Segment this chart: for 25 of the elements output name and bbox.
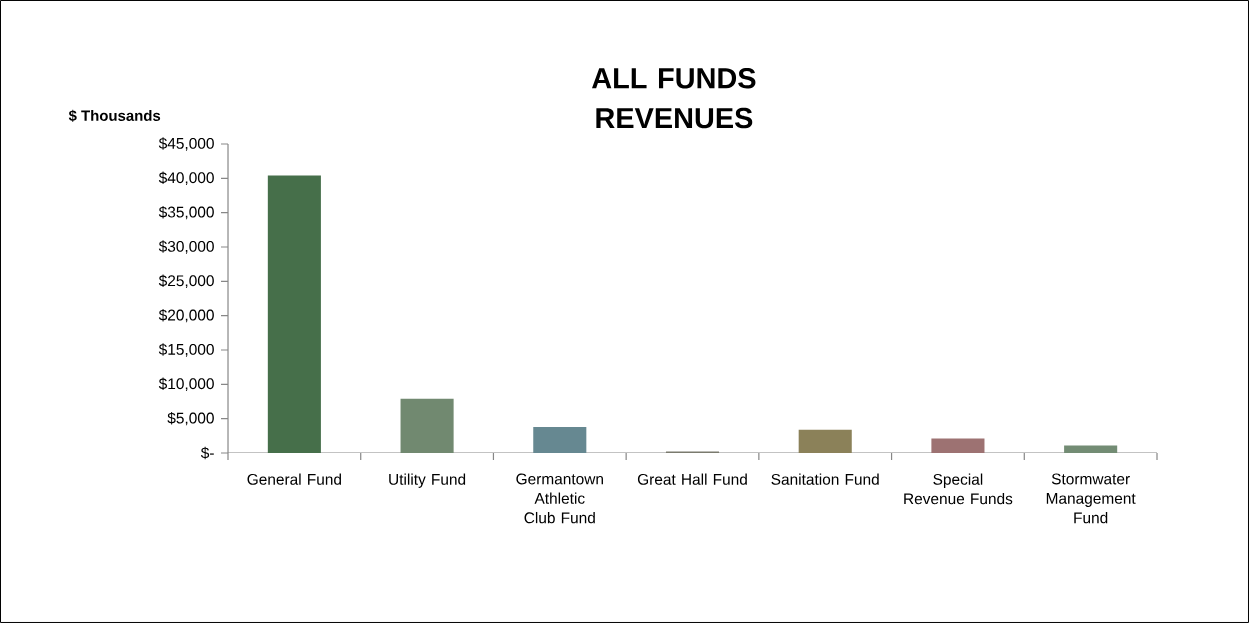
y-tick-label: $5,000 [167,411,214,426]
y-tick-label: $- [200,446,214,460]
y-tick-label: $40,000 [158,171,214,186]
y-axis-title: $ Thousands [68,109,161,122]
x-tick-label: Utility Fund [389,473,466,488]
y-tick-label: $45,000 [158,137,214,151]
y-tick-label: $30,000 [158,240,214,254]
bar [533,426,587,453]
y-tick-label: $20,000 [158,308,214,323]
y-tick-label: $35,000 [158,205,214,220]
bar [1064,445,1118,453]
y-tick-label: $10,000 [158,377,214,392]
bar [931,438,985,453]
y-tick-label: $15,000 [158,343,214,357]
x-tick-label: Stormwater Management Fund [1046,473,1136,524]
bar [798,429,852,453]
x-tick-label: General Fund [247,473,341,485]
y-tick-label: $25,000 [158,274,214,289]
x-tick-label: Great Hall Fund [637,473,747,485]
x-tick-label: Sanitation Fund [771,473,879,485]
bar [400,398,454,453]
x-tick-label: Special Revenue Funds [904,473,1013,505]
chart-title: ALL FUNDS REVENUES [591,68,756,129]
bar [267,175,321,453]
x-tick-label: Germantown Athletic Club Fund [516,473,603,524]
